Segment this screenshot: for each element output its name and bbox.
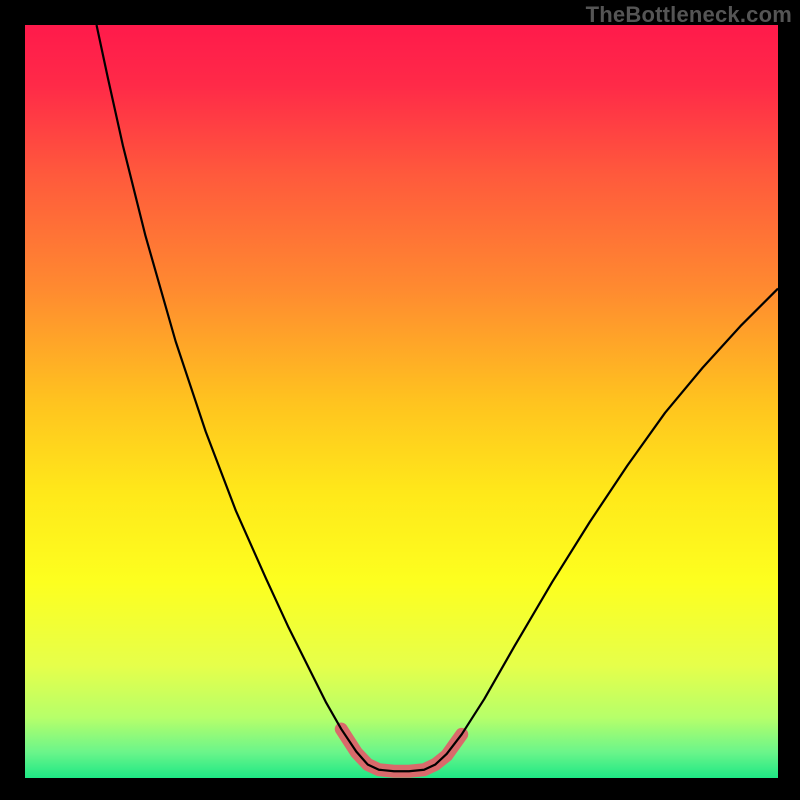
plot-background [25,25,778,778]
chart-canvas: TheBottleneck.com [0,0,800,800]
watermark-text: TheBottleneck.com [586,2,792,28]
chart-svg [0,0,800,800]
